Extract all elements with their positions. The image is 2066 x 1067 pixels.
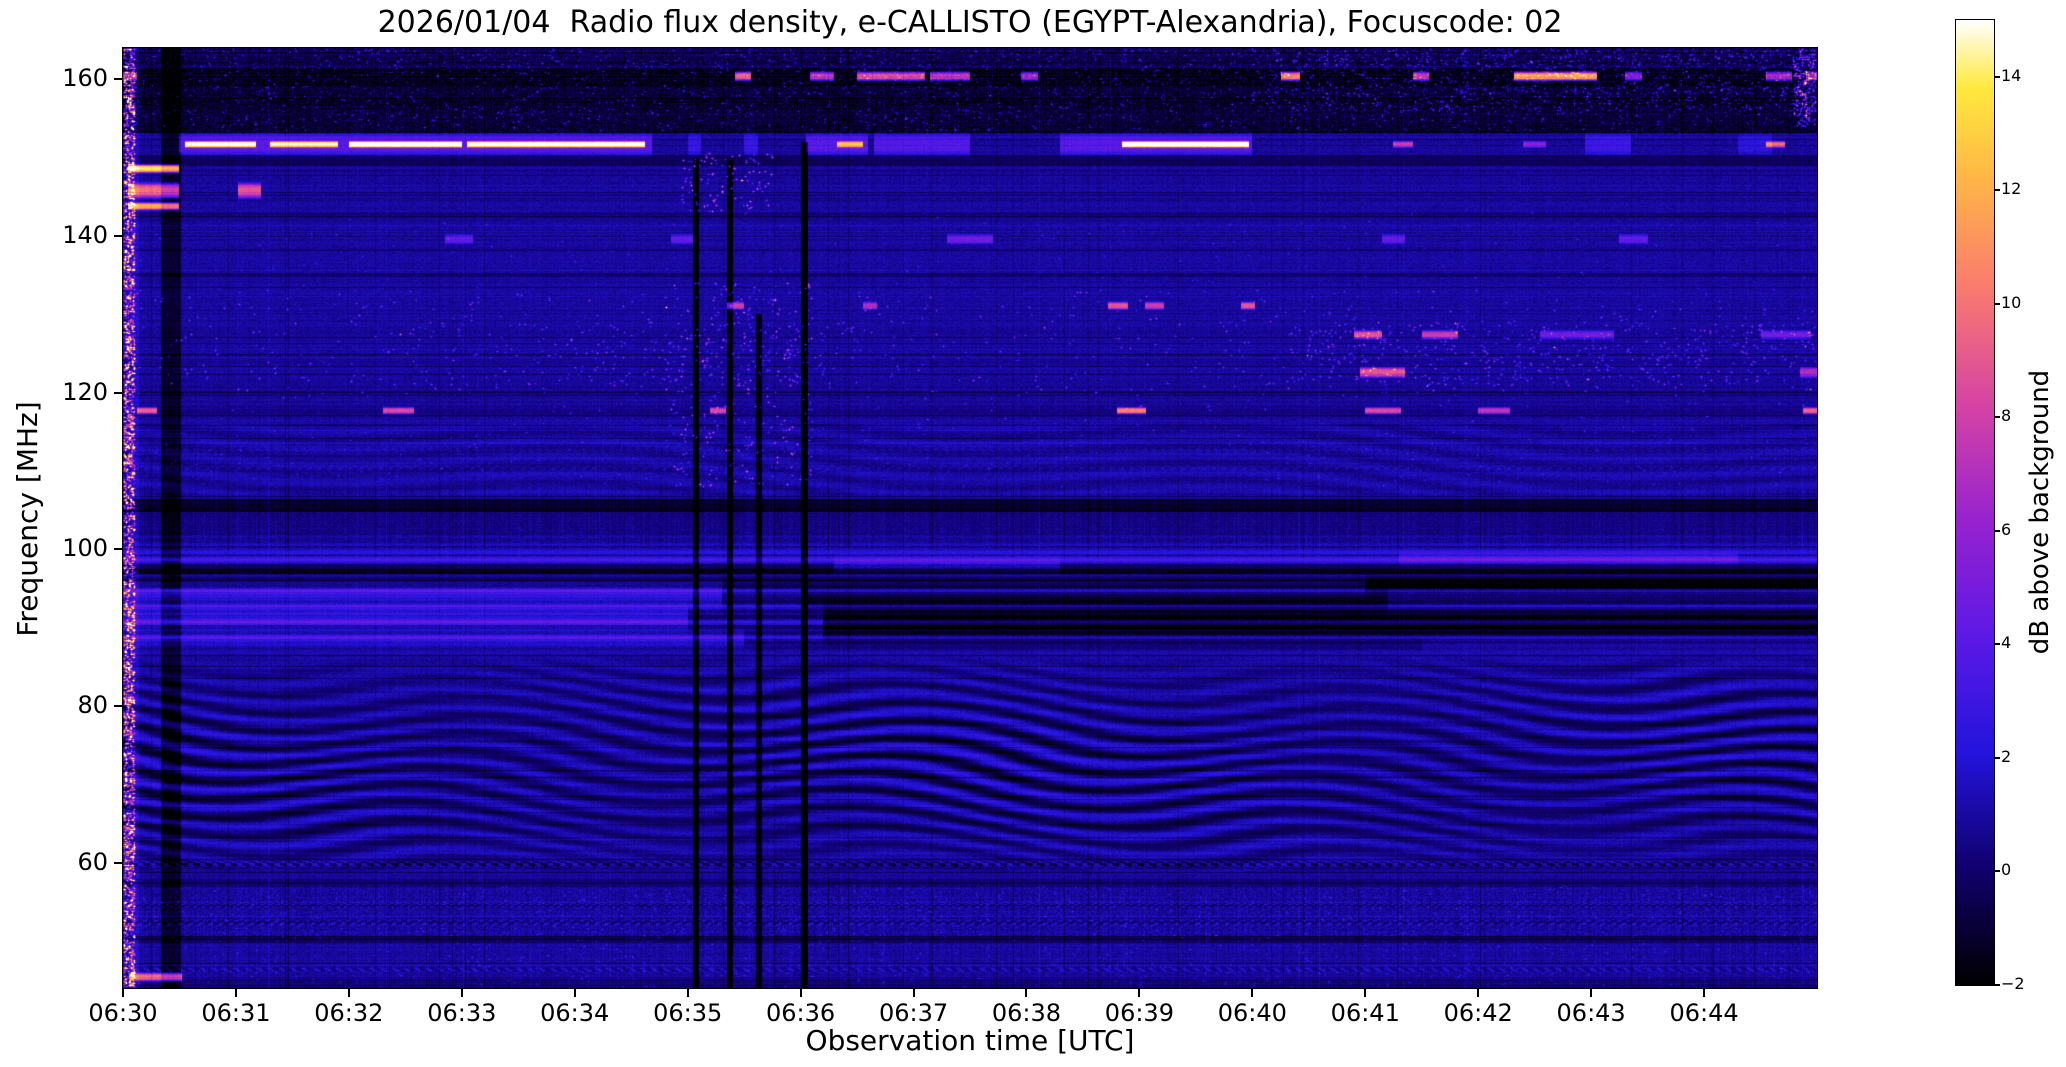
x-tick-mark (573, 988, 576, 997)
colorbar-tick-mark (1994, 984, 2000, 986)
x-tick-label: 06:39 (1104, 999, 1174, 1027)
x-tick-label: 06:36 (766, 999, 836, 1027)
x-tick-label: 06:33 (427, 999, 497, 1027)
x-tick-mark (1138, 988, 1141, 997)
colorbar-label: dB above background (2025, 369, 2055, 655)
colorbar-tick-mark (1994, 75, 2000, 78)
y-tick-label: 100 (62, 534, 108, 563)
x-tick-label: 06:34 (540, 999, 610, 1027)
x-tick-label: 06:31 (201, 999, 271, 1027)
y-tick-mark (114, 391, 123, 394)
x-tick-label: 06:40 (1217, 999, 1287, 1027)
colorbar-tick-label: 2 (2001, 746, 2012, 766)
colorbar-tick-label: −2 (2001, 974, 2025, 993)
x-tick-label: 06:44 (1669, 999, 1739, 1027)
x-tick-mark (1025, 988, 1028, 997)
colorbar-tick-label: 10 (2001, 292, 2022, 312)
colorbar-canvas (1955, 19, 1995, 986)
x-tick-mark (122, 988, 124, 997)
y-tick-mark (114, 705, 123, 707)
x-tick-mark (686, 988, 689, 997)
x-axis-label: Observation time [UTC] (805, 1024, 1135, 1057)
x-tick-mark (347, 988, 350, 997)
x-tick-label: 06:30 (88, 999, 158, 1027)
x-tick-mark (1703, 988, 1706, 997)
y-tick-label: 80 (77, 691, 108, 719)
y-tick-label: 120 (62, 377, 108, 406)
x-tick-label: 06:42 (1443, 999, 1513, 1027)
x-tick-label: 06:41 (1330, 999, 1400, 1027)
colorbar-tick-mark (1994, 756, 2000, 759)
colorbar-tick-label: 8 (2001, 406, 2012, 426)
y-tick-label: 60 (77, 847, 108, 876)
colorbar-tick-label: 0 (2001, 860, 2012, 880)
colorbar-tick-mark (1994, 643, 2000, 646)
y-tick-mark (114, 78, 123, 81)
x-tick-label: 06:35 (653, 999, 723, 1027)
y-tick-label: 160 (62, 64, 108, 93)
x-tick-mark (912, 988, 915, 997)
x-tick-mark (799, 988, 802, 997)
colorbar-tick-mark (1994, 302, 2000, 305)
x-tick-mark (1364, 988, 1367, 997)
colorbar-tick-mark (1994, 870, 2000, 873)
y-tick-mark (114, 235, 123, 237)
spectrogram-canvas (122, 47, 1818, 989)
colorbar-tick-label: 4 (2001, 633, 2012, 653)
x-tick-label: 06:32 (314, 999, 384, 1027)
x-tick-label: 06:37 (878, 999, 949, 1027)
x-tick-mark (1590, 988, 1593, 997)
colorbar-tick-label: 6 (2001, 519, 2012, 539)
y-tick-mark (114, 548, 123, 551)
colorbar-tick-label: 12 (2001, 179, 2022, 199)
colorbar-tick-label: 14 (2001, 65, 2022, 85)
y-tick-label: 140 (62, 221, 108, 249)
y-tick-mark (114, 861, 123, 864)
colorbar-tick-mark (1994, 529, 2000, 532)
x-tick-mark (234, 988, 237, 997)
x-tick-label: 06:38 (991, 999, 1062, 1027)
x-tick-mark (1251, 988, 1254, 997)
colorbar-tick-mark (1994, 416, 2000, 419)
chart-title: 2026/01/04 Radio flux density, e-CALLIST… (377, 5, 1563, 40)
x-tick-mark (460, 988, 463, 997)
colorbar-tick-mark (1994, 189, 2000, 192)
x-tick-label: 06:43 (1556, 999, 1626, 1027)
x-tick-mark (1477, 988, 1480, 997)
